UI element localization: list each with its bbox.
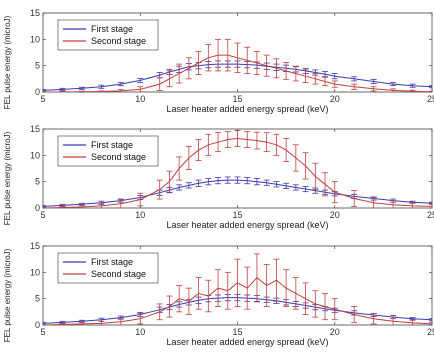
legend-entry: Second stage	[91, 36, 146, 46]
legend-box	[57, 135, 159, 167]
x-tick-label: 25	[427, 94, 434, 104]
series-group	[43, 253, 432, 325]
y-tick-label: 15	[30, 8, 40, 18]
y-tick-label: 10	[30, 150, 40, 160]
y-tick-label: 15	[30, 241, 40, 251]
legend: First stage Second stage	[57, 135, 159, 167]
y-tick-label: 10	[30, 34, 40, 44]
legend-entry: Second stage	[91, 152, 146, 162]
x-axis-label: Laser heater added energy spread (keV)	[166, 104, 328, 114]
x-tick-label: 20	[330, 210, 340, 220]
x-tick-label: 25	[427, 327, 434, 337]
series-line-first-stage	[43, 63, 432, 91]
chart-panel-1: 510152025051015Laser heater added energy…	[3, 8, 434, 114]
x-tick-label: 15	[232, 327, 242, 337]
x-axis-label: Laser heater added energy spread (keV)	[166, 337, 328, 347]
x-tick-label: 20	[330, 327, 340, 337]
legend-box	[57, 19, 159, 51]
x-tick-label: 5	[40, 327, 45, 337]
y-axis-label: FEL pulse energy (microJ)	[3, 131, 12, 225]
series-line-first-stage	[43, 297, 432, 324]
y-tick-label: 5	[35, 294, 40, 304]
y-tick-label: 5	[35, 177, 40, 187]
x-tick-label: 15	[232, 94, 242, 104]
x-tick-label: 10	[135, 327, 145, 337]
legend-entry: First stage	[91, 257, 133, 267]
y-axis-label: FEL pulse energy (microJ)	[3, 15, 12, 109]
series-group	[43, 130, 432, 208]
x-tick-label: 25	[427, 210, 434, 220]
y-tick-label: 0	[35, 320, 40, 330]
y-tick-label: 0	[35, 87, 40, 97]
legend-entry: Second stage	[91, 269, 146, 279]
y-tick-label: 0	[35, 203, 40, 213]
legend: First stage Second stage	[57, 252, 159, 284]
x-tick-label: 10	[135, 210, 145, 220]
y-tick-label: 10	[30, 267, 40, 277]
legend-entry: First stage	[91, 24, 133, 34]
series-line-second-stage	[43, 54, 432, 92]
y-tick-label: 5	[35, 61, 40, 71]
chart-panel-2: 510152025051015Laser heater added energy…	[3, 124, 434, 230]
x-tick-label: 15	[232, 210, 242, 220]
series-group	[43, 38, 432, 92]
x-tick-label: 10	[135, 94, 145, 104]
legend-box	[57, 252, 159, 284]
chart-panel-3: 510152025051015Laser heater added energy…	[3, 241, 434, 347]
legend: First stage Second stage	[57, 19, 159, 51]
legend-entry: First stage	[91, 140, 133, 150]
x-tick-label: 5	[40, 210, 45, 220]
series-line-first-stage	[43, 179, 432, 207]
x-tick-label: 20	[330, 94, 340, 104]
series-line-second-stage	[43, 137, 432, 208]
x-tick-label: 5	[40, 94, 45, 104]
y-axis-label: FEL pulse energy (microJ)	[3, 248, 12, 342]
x-axis-label: Laser heater added energy spread (keV)	[166, 220, 328, 230]
y-tick-label: 15	[30, 124, 40, 134]
series-line-second-stage	[43, 276, 432, 325]
